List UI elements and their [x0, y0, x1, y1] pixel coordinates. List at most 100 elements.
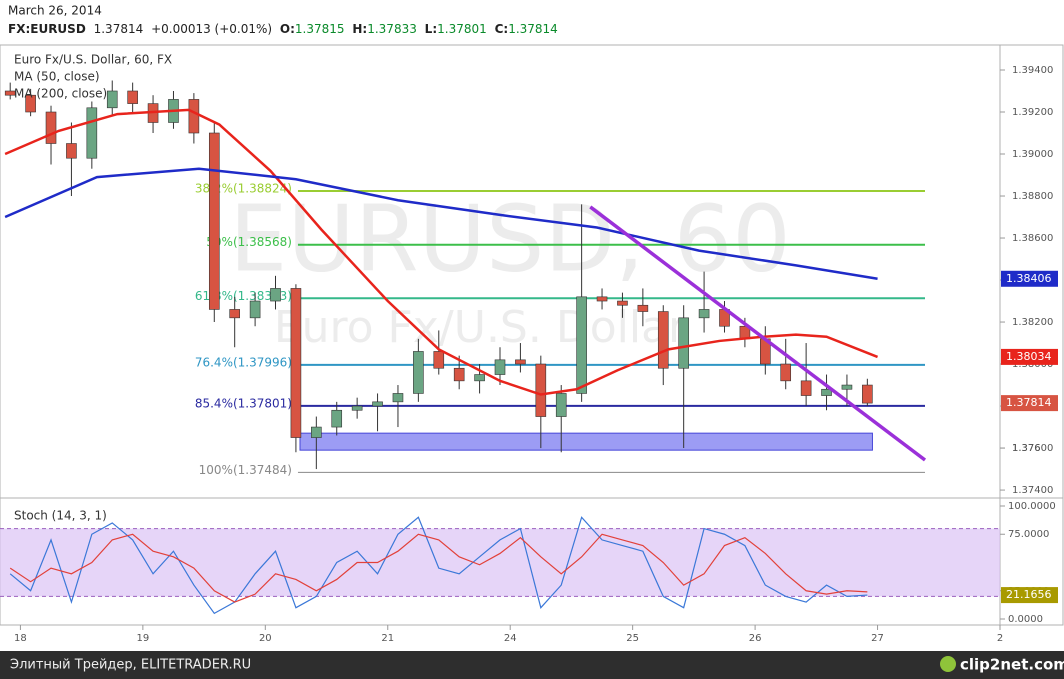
stoch-line: [9, 533, 868, 603]
y-tick-label: 1.39200: [1012, 107, 1053, 118]
zone: [299, 432, 873, 451]
fib-label: 100%(1.37484): [199, 463, 292, 477]
footer-bar: [0, 651, 1064, 679]
candle-body: [617, 300, 628, 306]
candle-body: [678, 317, 689, 369]
x-tick-label: 18: [14, 633, 27, 644]
candle-body: [515, 359, 526, 365]
frame: [0, 44, 1064, 626]
symbol: FX:EURUSD: [8, 22, 86, 36]
chart-title: Euro Fx/U.S. Dollar, 60, FX: [14, 53, 172, 67]
price-tag: [1001, 348, 1058, 365]
candle-body: [372, 401, 383, 407]
x-tick-label: 25: [626, 633, 639, 644]
candle-body: [494, 359, 506, 375]
ohlc-label: H:: [352, 22, 367, 36]
candle-body: [249, 300, 261, 319]
trendline: [589, 205, 927, 462]
ohlc-label: O:: [280, 22, 295, 36]
watermark: EURUSD, 60: [229, 185, 791, 292]
candle-body: [576, 296, 587, 394]
candle-body: [698, 309, 710, 319]
candle-body: [841, 384, 853, 390]
plot: EURUSD, 60 Euro Fx/U.S. Dollar 1.37400 1.37…: [0, 53, 1058, 644]
candle-body: [535, 363, 547, 417]
date: March 26, 2014: [8, 4, 102, 18]
candle-body: [45, 111, 57, 144]
ohlc-value: 1.37815: [295, 22, 345, 36]
last-price: 1.37814: [94, 22, 144, 36]
candle-body: [351, 405, 363, 411]
ohlc-label: C:: [495, 22, 509, 36]
candle-body: [596, 296, 608, 302]
x-tick-label: 27: [871, 633, 884, 644]
legend-entry: MA (50, close): [14, 70, 100, 84]
ohlc-label: L:: [425, 22, 437, 36]
candle-body: [862, 384, 873, 404]
fib-label: 85.4%(1.37801): [195, 396, 292, 410]
y-tick-label: 1.37600: [1012, 443, 1053, 454]
y-tick-label: 1.39400: [1012, 65, 1053, 76]
y-tick-label: 1.38600: [1012, 233, 1053, 244]
fib-label: 50%(1.38568): [206, 235, 292, 249]
y-tick-label: 1.37400: [1012, 485, 1053, 496]
price-tag: [1001, 270, 1058, 287]
candle-body: [413, 351, 424, 394]
y-tick-label: 100.0000: [1008, 501, 1056, 512]
candle-body: [4, 90, 16, 96]
x-tick-label: 20: [259, 633, 272, 644]
y-tick-label: 0.0000: [1008, 614, 1043, 625]
candle-body: [780, 363, 792, 382]
candle-body: [821, 388, 832, 396]
candle-body: [555, 393, 567, 417]
candle-body: [208, 132, 220, 310]
x-tick-label: 26: [749, 633, 762, 644]
price-tag: [1001, 587, 1058, 604]
legend-entry: MA (200, close): [14, 87, 107, 101]
x-tick-label: 21: [381, 633, 394, 644]
x-tick-label: 19: [136, 633, 149, 644]
ohlc-value: 1.37833: [367, 22, 417, 36]
candle-body: [290, 288, 302, 438]
candle-body: [25, 94, 36, 113]
moving-average: [4, 167, 878, 281]
x-tick-label: 2: [997, 633, 1003, 644]
y-tick-label: 1.38200: [1012, 317, 1053, 328]
price-tag-label: 21.1656: [1006, 588, 1052, 601]
candle-body: [637, 304, 649, 312]
candle-body: [311, 426, 322, 438]
x-tick-label: 24: [504, 633, 517, 644]
footer-source: Элитный Трейдер, ELITETRADER.RU: [10, 658, 251, 673]
quote-line: FX:EURUSD 1.37814 +0.00013 (+0.01%) O:1.…: [8, 22, 558, 36]
candle-body: [86, 107, 98, 159]
y-tick-label: 1.38800: [1012, 191, 1053, 202]
candle-body: [474, 374, 485, 382]
candle-body: [800, 380, 812, 396]
price-tag-label: 1.38034: [1006, 350, 1052, 363]
price-tag-label: 1.38406: [1006, 272, 1052, 285]
y-tick-label: 75.0000: [1008, 529, 1049, 540]
candle-body: [331, 409, 343, 428]
chart-title: Stoch (14, 3, 1): [14, 509, 107, 523]
price-tag-label: 1.37814: [1006, 396, 1052, 409]
watermark: Euro Fx/U.S. Dollar: [274, 302, 687, 353]
ohlc-value: 1.37814: [508, 22, 558, 36]
candle-body: [229, 309, 240, 319]
candle-body: [657, 311, 669, 369]
stoch-band: [0, 528, 1000, 597]
candle-body: [392, 393, 404, 403]
ohlc-value: 1.37801: [437, 22, 487, 36]
fib-label: 76.4%(1.37996): [195, 355, 292, 369]
candle-body: [433, 351, 445, 369]
y-tick-label: 1.39000: [1012, 149, 1053, 160]
logo-icon: [940, 656, 956, 672]
candle-body: [127, 90, 138, 104]
candle-body: [188, 99, 200, 134]
candle-body: [106, 90, 118, 109]
change: +0.00013 (+0.01%): [151, 22, 272, 36]
candle-body: [66, 143, 77, 159]
price-tag: [1001, 395, 1058, 412]
y-tick-label: 1.376: [1012, 443, 1041, 454]
candle-body: [453, 367, 465, 382]
